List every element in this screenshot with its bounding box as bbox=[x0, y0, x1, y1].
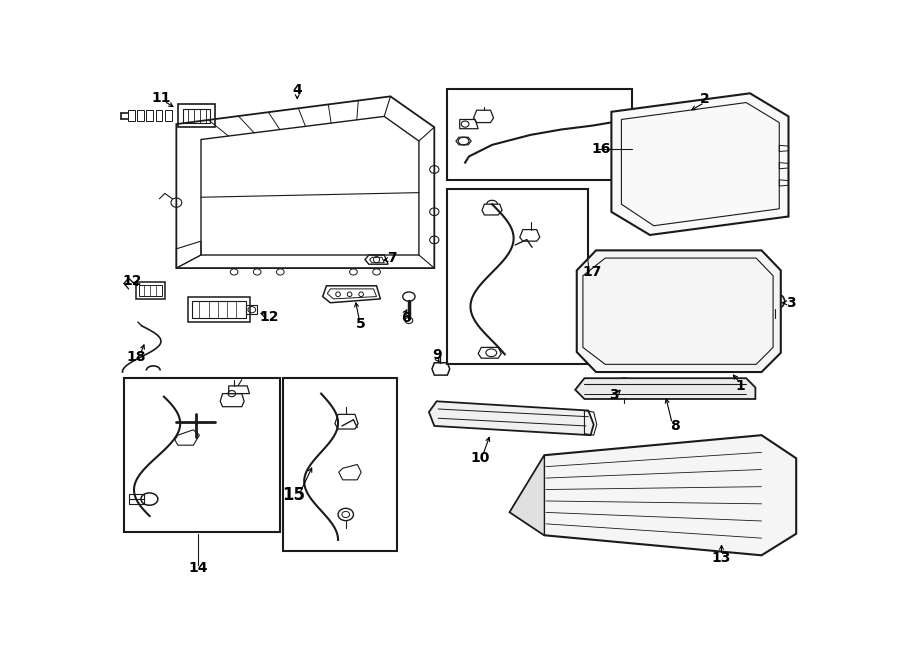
Ellipse shape bbox=[616, 378, 634, 394]
Text: 11: 11 bbox=[151, 91, 171, 105]
Bar bbox=[124, 378, 280, 532]
Ellipse shape bbox=[338, 508, 354, 520]
Polygon shape bbox=[611, 93, 788, 235]
Bar bbox=[447, 189, 588, 364]
Text: 7: 7 bbox=[387, 251, 397, 265]
Text: 12: 12 bbox=[259, 310, 278, 324]
Text: 3: 3 bbox=[786, 296, 796, 310]
Text: 18: 18 bbox=[127, 350, 146, 363]
Polygon shape bbox=[575, 378, 755, 399]
Text: 4: 4 bbox=[292, 83, 302, 97]
Text: 8: 8 bbox=[670, 419, 680, 433]
Polygon shape bbox=[429, 401, 594, 435]
Text: 5: 5 bbox=[356, 317, 366, 331]
Text: 6: 6 bbox=[401, 311, 410, 325]
Polygon shape bbox=[509, 455, 544, 536]
Ellipse shape bbox=[770, 297, 780, 305]
Text: 16: 16 bbox=[591, 142, 611, 156]
Text: 9: 9 bbox=[432, 348, 441, 362]
Text: 17: 17 bbox=[582, 265, 602, 279]
Text: 13: 13 bbox=[712, 551, 731, 565]
Bar bbox=[283, 378, 397, 551]
Ellipse shape bbox=[620, 382, 629, 390]
Text: 12: 12 bbox=[122, 274, 141, 288]
Text: 3: 3 bbox=[609, 388, 618, 402]
Polygon shape bbox=[509, 435, 796, 555]
Text: 14: 14 bbox=[188, 561, 208, 575]
Text: 10: 10 bbox=[471, 451, 491, 465]
Bar bbox=[447, 89, 632, 179]
Polygon shape bbox=[577, 250, 781, 372]
Ellipse shape bbox=[374, 257, 380, 263]
Text: 2: 2 bbox=[699, 92, 709, 106]
Text: 15: 15 bbox=[283, 487, 306, 504]
Ellipse shape bbox=[342, 512, 349, 518]
Ellipse shape bbox=[766, 293, 785, 309]
Ellipse shape bbox=[141, 493, 158, 505]
Text: 1: 1 bbox=[735, 379, 745, 393]
